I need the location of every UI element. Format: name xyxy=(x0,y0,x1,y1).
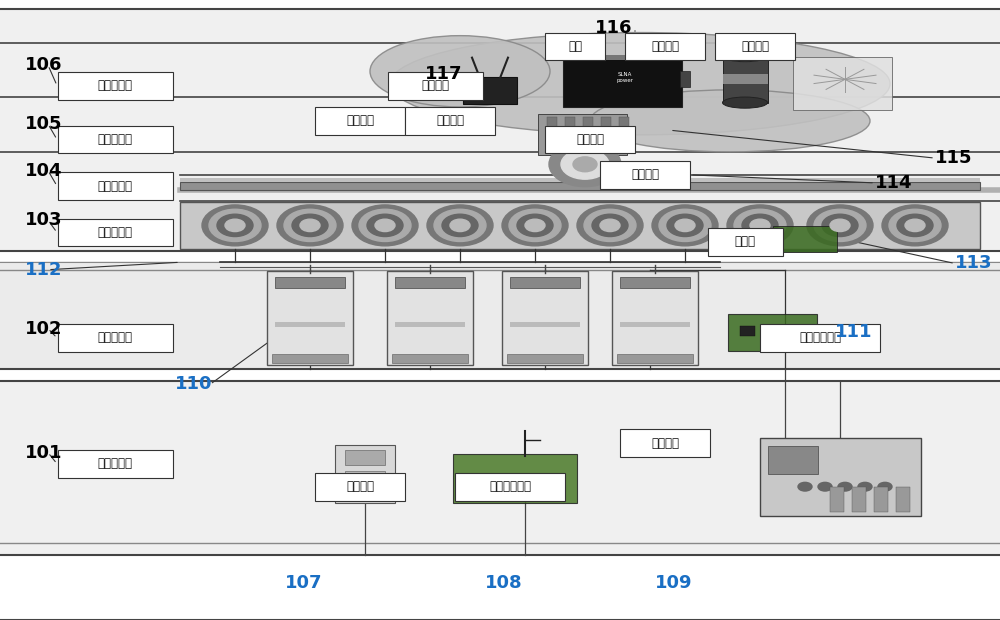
Circle shape xyxy=(798,482,812,491)
FancyBboxPatch shape xyxy=(272,354,348,363)
Circle shape xyxy=(300,219,320,231)
FancyBboxPatch shape xyxy=(760,324,880,352)
Circle shape xyxy=(734,209,786,241)
FancyBboxPatch shape xyxy=(267,271,353,365)
Bar xyxy=(0,9,1000,251)
FancyBboxPatch shape xyxy=(388,72,483,99)
Circle shape xyxy=(878,482,892,491)
FancyBboxPatch shape xyxy=(392,354,468,363)
Ellipse shape xyxy=(722,97,768,108)
FancyBboxPatch shape xyxy=(180,182,980,190)
FancyBboxPatch shape xyxy=(722,74,768,84)
FancyBboxPatch shape xyxy=(874,487,888,512)
Ellipse shape xyxy=(590,90,870,152)
Circle shape xyxy=(442,214,478,236)
FancyBboxPatch shape xyxy=(345,450,385,465)
FancyBboxPatch shape xyxy=(625,32,705,60)
FancyBboxPatch shape xyxy=(740,326,755,336)
Circle shape xyxy=(217,214,253,236)
Circle shape xyxy=(202,205,268,246)
FancyBboxPatch shape xyxy=(765,326,780,336)
FancyBboxPatch shape xyxy=(275,322,345,327)
Circle shape xyxy=(889,209,941,241)
Circle shape xyxy=(359,209,411,241)
FancyBboxPatch shape xyxy=(180,178,980,182)
FancyBboxPatch shape xyxy=(510,277,580,288)
Text: 超级电容: 超级电容 xyxy=(651,40,679,53)
Circle shape xyxy=(897,214,933,236)
FancyBboxPatch shape xyxy=(180,202,980,249)
FancyBboxPatch shape xyxy=(565,55,680,60)
Text: 电源切换主控: 电源切换主控 xyxy=(799,332,841,344)
Circle shape xyxy=(652,205,718,246)
Circle shape xyxy=(502,205,568,246)
FancyBboxPatch shape xyxy=(790,326,805,336)
FancyBboxPatch shape xyxy=(502,271,588,365)
FancyBboxPatch shape xyxy=(463,77,517,104)
Text: 107: 107 xyxy=(285,574,322,592)
Circle shape xyxy=(742,214,778,236)
FancyBboxPatch shape xyxy=(335,445,395,503)
Circle shape xyxy=(838,482,852,491)
FancyBboxPatch shape xyxy=(600,161,690,188)
FancyBboxPatch shape xyxy=(620,430,710,458)
Ellipse shape xyxy=(390,33,890,135)
FancyBboxPatch shape xyxy=(563,58,682,107)
Text: 发射线圈: 发射线圈 xyxy=(436,115,464,127)
Text: 无线数据主控: 无线数据主控 xyxy=(489,480,531,493)
FancyBboxPatch shape xyxy=(583,117,593,152)
FancyBboxPatch shape xyxy=(620,322,690,327)
FancyBboxPatch shape xyxy=(275,277,345,288)
FancyBboxPatch shape xyxy=(722,56,768,102)
Text: 系统控制层: 系统控制层 xyxy=(98,458,132,470)
Circle shape xyxy=(882,205,948,246)
Text: 117: 117 xyxy=(425,65,462,84)
Text: 总控平台: 总控平台 xyxy=(651,437,679,450)
FancyBboxPatch shape xyxy=(619,117,629,152)
FancyBboxPatch shape xyxy=(58,324,173,352)
FancyBboxPatch shape xyxy=(58,172,173,200)
FancyBboxPatch shape xyxy=(58,218,173,246)
Text: 101: 101 xyxy=(25,443,62,462)
FancyBboxPatch shape xyxy=(507,354,583,363)
FancyBboxPatch shape xyxy=(387,271,473,365)
FancyBboxPatch shape xyxy=(395,322,465,327)
Text: 车载总控: 车载总控 xyxy=(421,79,449,92)
Circle shape xyxy=(549,142,621,187)
Circle shape xyxy=(434,209,486,241)
Text: 103: 103 xyxy=(25,211,62,229)
Circle shape xyxy=(509,209,561,241)
FancyBboxPatch shape xyxy=(852,487,866,512)
Text: 114: 114 xyxy=(875,174,912,192)
Text: 接收线圈: 接收线圈 xyxy=(631,169,659,181)
Circle shape xyxy=(284,209,336,241)
Text: 113: 113 xyxy=(955,254,992,273)
Text: 106: 106 xyxy=(25,56,62,74)
FancyBboxPatch shape xyxy=(830,487,844,512)
Circle shape xyxy=(352,205,418,246)
Circle shape xyxy=(750,219,770,231)
Text: 109: 109 xyxy=(655,574,692,592)
Circle shape xyxy=(525,219,545,231)
Text: 111: 111 xyxy=(835,322,872,341)
Circle shape xyxy=(292,214,328,236)
FancyBboxPatch shape xyxy=(708,228,782,255)
Circle shape xyxy=(905,219,925,231)
Circle shape xyxy=(427,205,493,246)
Circle shape xyxy=(600,219,620,231)
Circle shape xyxy=(577,205,643,246)
Ellipse shape xyxy=(370,35,550,107)
Circle shape xyxy=(375,219,395,231)
Text: 电池: 电池 xyxy=(568,40,582,53)
FancyBboxPatch shape xyxy=(680,71,690,87)
Circle shape xyxy=(450,219,470,231)
Circle shape xyxy=(814,209,866,241)
Text: 阻性负载: 阻性负载 xyxy=(741,40,769,53)
Circle shape xyxy=(225,219,245,231)
Text: 108: 108 xyxy=(485,574,523,592)
FancyBboxPatch shape xyxy=(545,32,605,60)
FancyBboxPatch shape xyxy=(405,107,495,135)
Text: 电源切换层: 电源切换层 xyxy=(98,332,132,344)
FancyBboxPatch shape xyxy=(545,125,635,153)
